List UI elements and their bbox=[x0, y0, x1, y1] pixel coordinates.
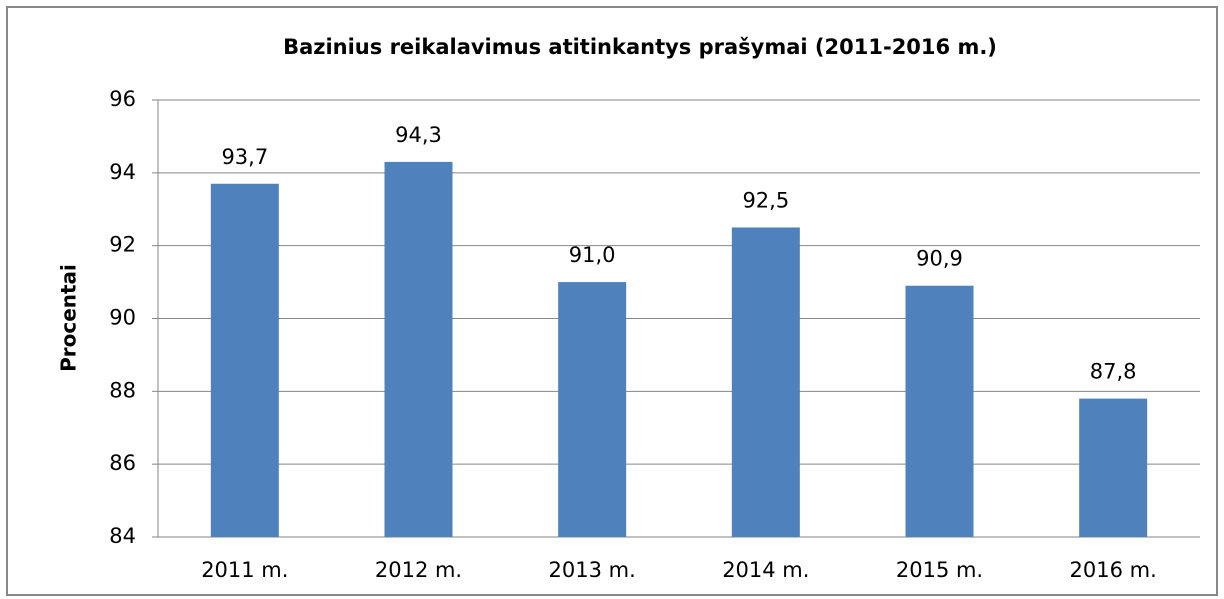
x-tick-label: 2012 m. bbox=[375, 558, 462, 582]
y-tick-label: 90 bbox=[109, 306, 136, 330]
x-tick-label: 2014 m. bbox=[722, 558, 809, 582]
value-label: 93,7 bbox=[221, 145, 268, 169]
value-label: 87,8 bbox=[1090, 360, 1137, 384]
bar bbox=[210, 183, 279, 537]
x-tick-label: 2015 m. bbox=[896, 558, 983, 582]
bar bbox=[731, 227, 800, 538]
y-tick-label: 96 bbox=[109, 87, 136, 111]
y-tick-label: 84 bbox=[109, 524, 136, 548]
y-tick-label: 94 bbox=[109, 160, 136, 184]
bar bbox=[384, 161, 453, 538]
y-tick-label: 92 bbox=[109, 233, 136, 257]
y-axis-label: Procentai bbox=[57, 264, 81, 372]
x-tick-label: 2011 m. bbox=[201, 558, 288, 582]
y-tick-label: 88 bbox=[109, 378, 136, 402]
value-label: 94,3 bbox=[395, 123, 442, 147]
x-tick-label: 2013 m. bbox=[549, 558, 636, 582]
bar bbox=[1079, 398, 1148, 537]
value-label: 91,0 bbox=[569, 243, 616, 267]
bar bbox=[905, 285, 974, 537]
y-tick-label: 86 bbox=[109, 451, 136, 475]
value-label: 92,5 bbox=[742, 188, 789, 212]
x-tick-label: 2016 m. bbox=[1070, 558, 1157, 582]
value-label: 90,9 bbox=[916, 247, 963, 271]
chart-title: Bazinius reikalavimus atitinkantys prašy… bbox=[283, 35, 997, 59]
bar bbox=[558, 282, 627, 537]
